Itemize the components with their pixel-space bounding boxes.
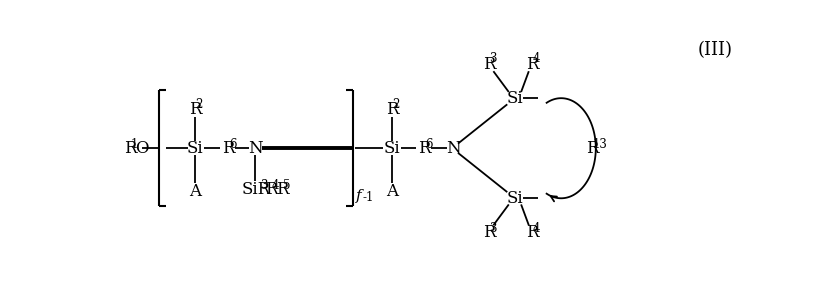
Text: 1: 1 (131, 138, 138, 151)
Text: 2: 2 (391, 98, 399, 111)
Text: 13: 13 (592, 138, 608, 151)
Text: A: A (189, 183, 201, 200)
Text: A: A (385, 183, 398, 200)
Text: 6: 6 (230, 138, 237, 151)
Text: 3: 3 (489, 52, 497, 65)
Text: R: R (586, 140, 598, 157)
Text: R: R (385, 101, 398, 118)
Text: f: f (355, 189, 361, 203)
Text: Si: Si (187, 140, 204, 157)
Text: 4: 4 (272, 179, 279, 192)
Text: 4: 4 (533, 222, 541, 235)
Text: R: R (525, 224, 538, 241)
Text: O: O (135, 140, 149, 157)
Text: Si: Si (507, 190, 523, 207)
Text: 4: 4 (533, 52, 541, 65)
Text: 3: 3 (489, 222, 497, 235)
Text: 6: 6 (426, 138, 433, 151)
Text: N: N (446, 140, 461, 157)
Text: Si: Si (507, 90, 523, 107)
Text: R: R (124, 140, 137, 157)
Text: -1: -1 (363, 192, 374, 204)
Text: 2: 2 (195, 98, 203, 111)
Text: R: R (525, 56, 538, 73)
Text: (III): (III) (698, 41, 732, 60)
Text: SiR: SiR (241, 180, 271, 198)
Text: 3: 3 (260, 179, 267, 192)
Text: R: R (277, 180, 289, 198)
Text: R: R (483, 56, 495, 73)
Text: 5: 5 (283, 179, 291, 192)
Text: N: N (248, 140, 263, 157)
Text: R: R (418, 140, 431, 157)
Text: R: R (265, 180, 277, 198)
Text: R: R (221, 140, 234, 157)
Text: Si: Si (384, 140, 400, 157)
Text: R: R (483, 224, 495, 241)
Text: R: R (189, 101, 202, 118)
